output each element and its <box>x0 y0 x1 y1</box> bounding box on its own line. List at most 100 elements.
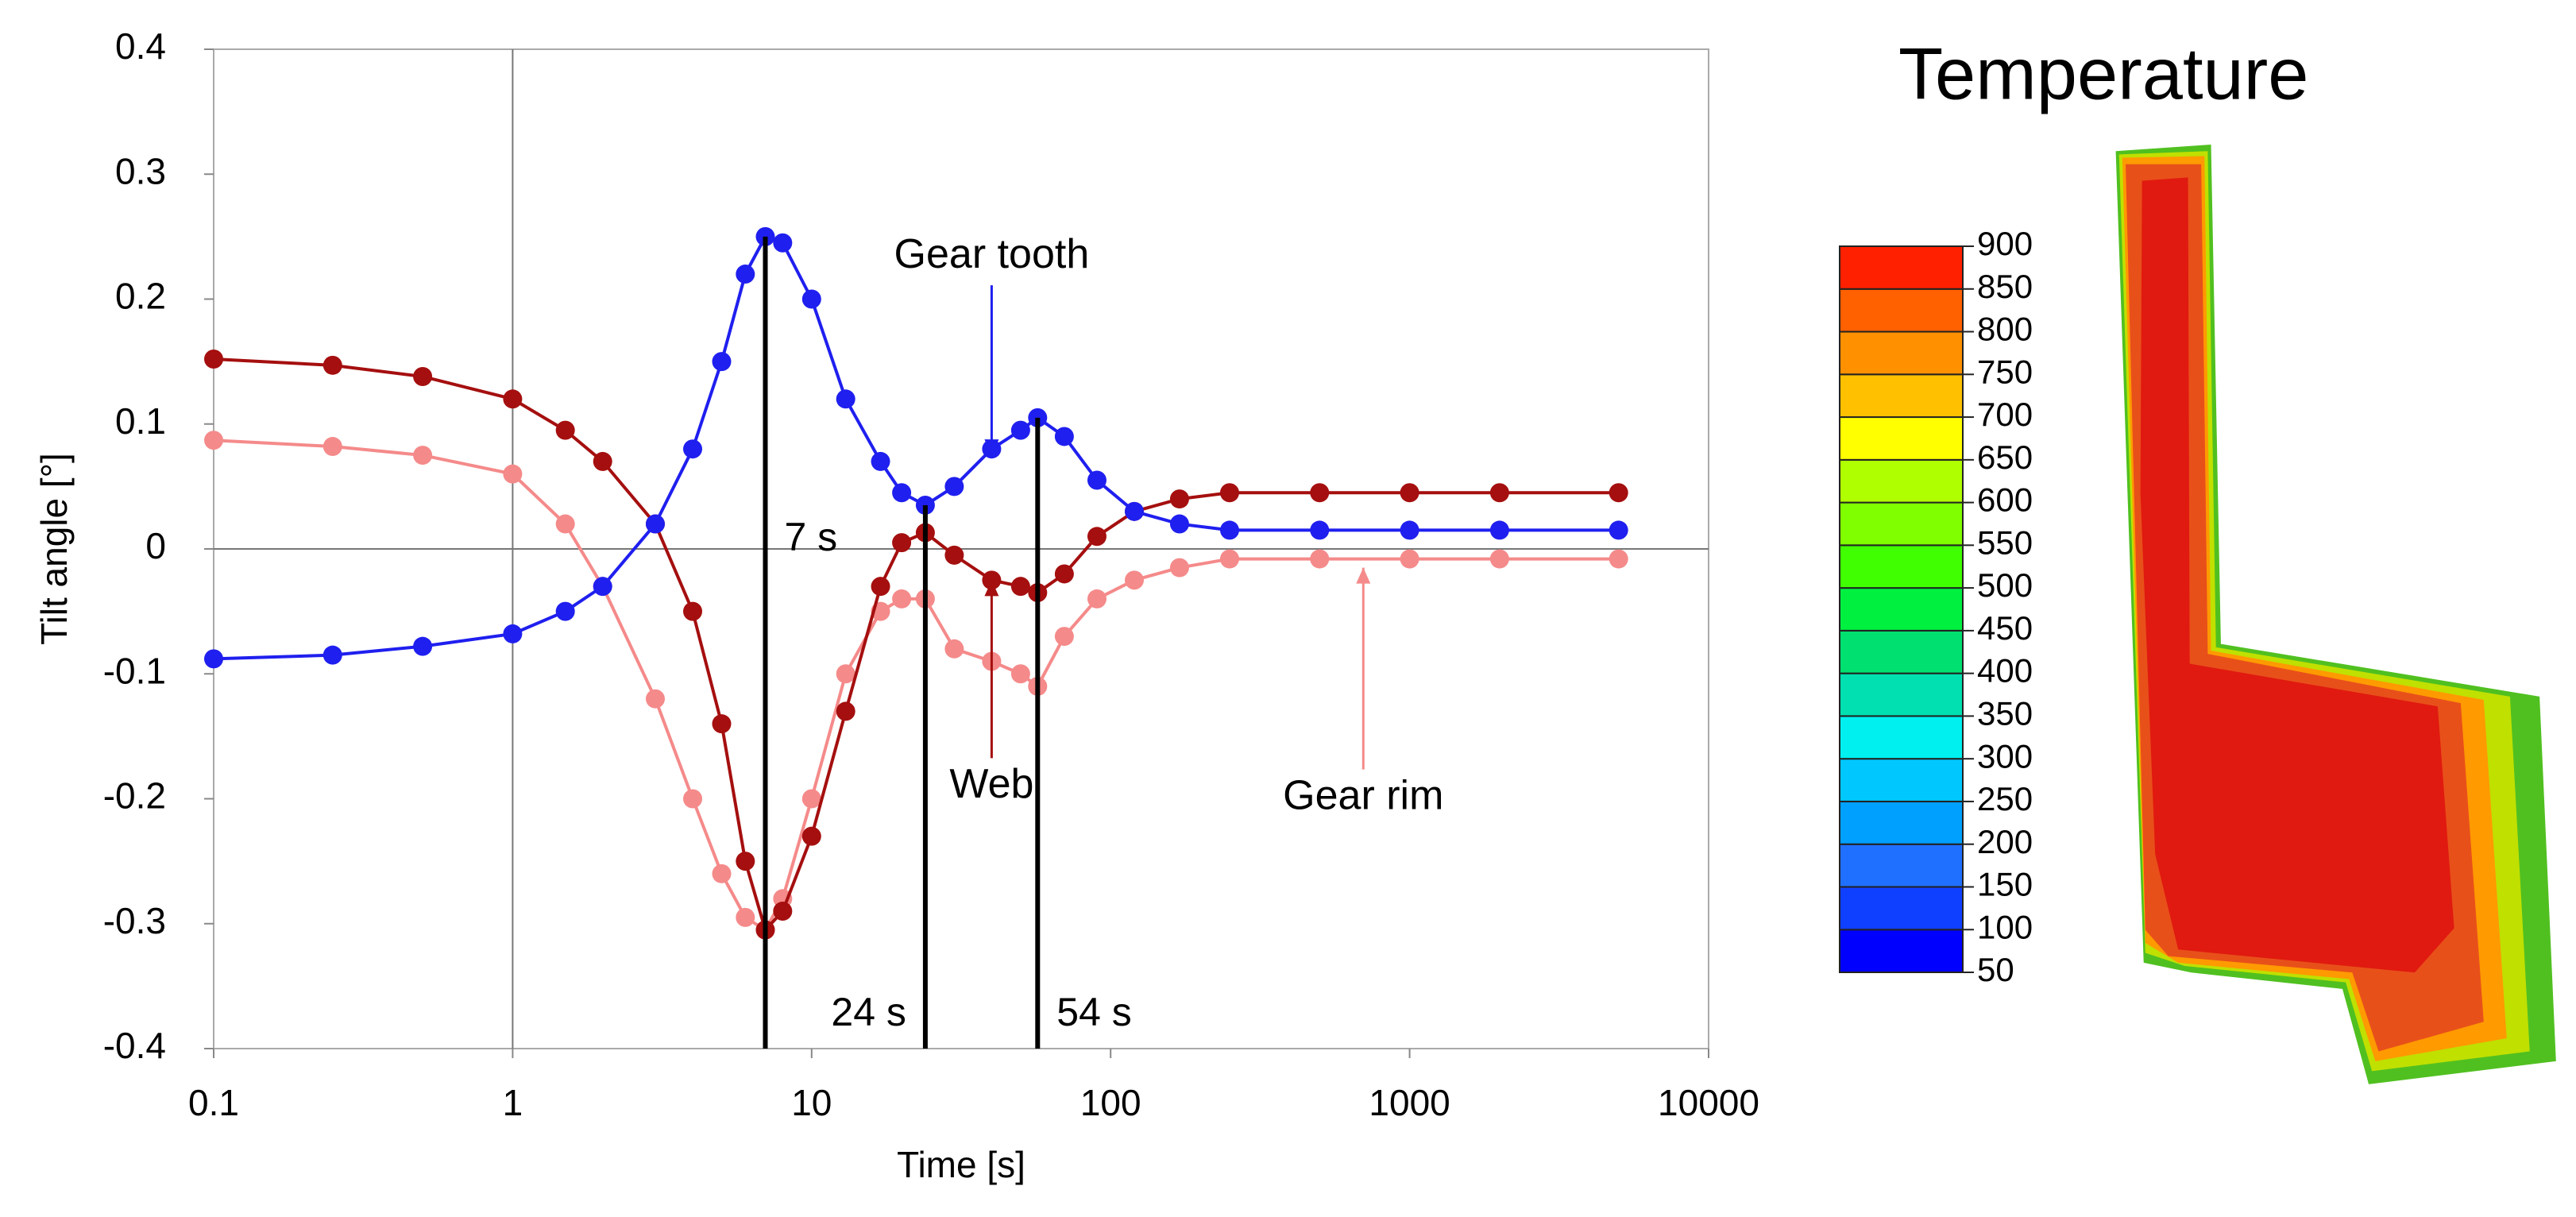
annotation-label: Gear rim <box>1283 772 1443 818</box>
colorbar-band <box>1839 330 1964 376</box>
colorbar-band <box>1839 843 1964 888</box>
data-point <box>1087 589 1106 608</box>
data-point <box>322 645 342 665</box>
colorbar-band <box>1839 672 1964 717</box>
x-tick-label: 0.1 <box>188 1082 239 1123</box>
temperature-shape <box>2115 144 2556 1084</box>
data-point <box>593 577 612 597</box>
arrow-head <box>984 580 999 597</box>
data-point <box>683 789 703 809</box>
data-point <box>836 389 855 409</box>
data-point <box>1400 483 1419 503</box>
data-point <box>1010 577 1030 597</box>
colorbar-label: 300 <box>1977 737 2033 775</box>
colorbar-label: 850 <box>1977 268 2033 305</box>
data-point <box>683 439 703 459</box>
data-point <box>836 701 855 721</box>
data-point <box>836 664 855 684</box>
annotation-label: Web <box>949 761 1033 807</box>
colorbar-label: 900 <box>1977 225 2033 262</box>
colorbar-band <box>1839 800 1964 845</box>
arrow-head <box>984 439 999 456</box>
arrow-head <box>1356 567 1371 584</box>
colorbar-band <box>1839 373 1964 419</box>
y-tick-label: 0.4 <box>115 25 166 67</box>
data-point <box>503 464 523 484</box>
data-point <box>944 639 964 659</box>
data-point <box>1489 549 1509 569</box>
colorbar-band <box>1839 501 1964 547</box>
colorbar-label: 100 <box>1977 908 2033 945</box>
data-point <box>1489 520 1509 540</box>
colorbar-title: Temperature <box>1898 33 2308 114</box>
shape-layer <box>2140 177 2454 973</box>
data-point <box>204 649 223 669</box>
data-point <box>1310 520 1330 540</box>
colorbar-band <box>1839 629 1964 674</box>
y-tick-label: -0.1 <box>103 650 166 691</box>
data-point <box>1054 564 1074 584</box>
y-tick-label: 0 <box>145 525 166 566</box>
colorbar-band <box>1839 544 1964 589</box>
data-point <box>1087 470 1106 490</box>
x-axis-title: Time [s] <box>897 1144 1025 1185</box>
data-point <box>503 624 523 643</box>
x-tick-label: 10 <box>791 1082 832 1123</box>
data-point <box>1125 570 1145 590</box>
series-line <box>213 439 1619 933</box>
data-point <box>712 863 732 883</box>
data-point <box>1400 549 1419 569</box>
y-tick-label: 0.3 <box>115 150 166 191</box>
data-point <box>322 437 342 457</box>
x-tick-label: 1 <box>503 1082 523 1123</box>
colorbar-label: 400 <box>1977 652 2033 690</box>
colorbar-band <box>1839 886 1964 931</box>
data-point <box>645 689 665 709</box>
data-point <box>1010 420 1030 440</box>
data-point <box>1310 549 1330 569</box>
colorbar-label: 350 <box>1977 695 2033 732</box>
colorbar-label: 550 <box>1977 524 2033 561</box>
data-point <box>1400 520 1419 540</box>
data-point <box>1087 527 1106 547</box>
colorbar-band <box>1839 458 1964 504</box>
colorbar-band <box>1839 245 1964 290</box>
data-point <box>944 477 964 496</box>
colorbar-label: 750 <box>1977 353 2033 390</box>
colorbar-label: 650 <box>1977 439 2033 476</box>
data-point <box>1609 520 1628 540</box>
data-point <box>413 446 433 466</box>
data-point <box>503 389 523 409</box>
data-point <box>1219 520 1239 540</box>
marker-label: 24 s <box>831 990 906 1034</box>
data-point <box>322 355 342 375</box>
data-point <box>204 349 223 369</box>
data-point <box>801 289 821 309</box>
data-point <box>1310 483 1330 503</box>
data-point <box>871 577 890 597</box>
data-point <box>1609 549 1628 569</box>
colorbar-label: 800 <box>1977 311 2033 348</box>
colorbar-band <box>1839 715 1964 760</box>
data-point <box>1489 483 1509 503</box>
data-point <box>1219 483 1239 503</box>
data-point <box>1169 514 1189 534</box>
colorbar-label: 150 <box>1977 866 2033 903</box>
data-point <box>555 601 575 621</box>
colorbar-label: 600 <box>1977 481 2033 519</box>
marker-label: 54 s <box>1056 990 1132 1034</box>
data-point <box>736 907 755 927</box>
data-point <box>712 714 732 734</box>
data-point <box>1010 664 1030 684</box>
colorbar-band <box>1839 929 1964 974</box>
data-point <box>1054 427 1074 446</box>
colorbar-label: 450 <box>1977 609 2033 647</box>
colorbar-label: 200 <box>1977 823 2033 860</box>
data-point <box>892 533 912 553</box>
data-point <box>413 636 433 656</box>
x-tick-label: 100 <box>1080 1082 1141 1123</box>
data-point <box>892 589 912 608</box>
colorbar-label: 700 <box>1977 396 2033 433</box>
colorbar-label: 500 <box>1977 566 2033 604</box>
